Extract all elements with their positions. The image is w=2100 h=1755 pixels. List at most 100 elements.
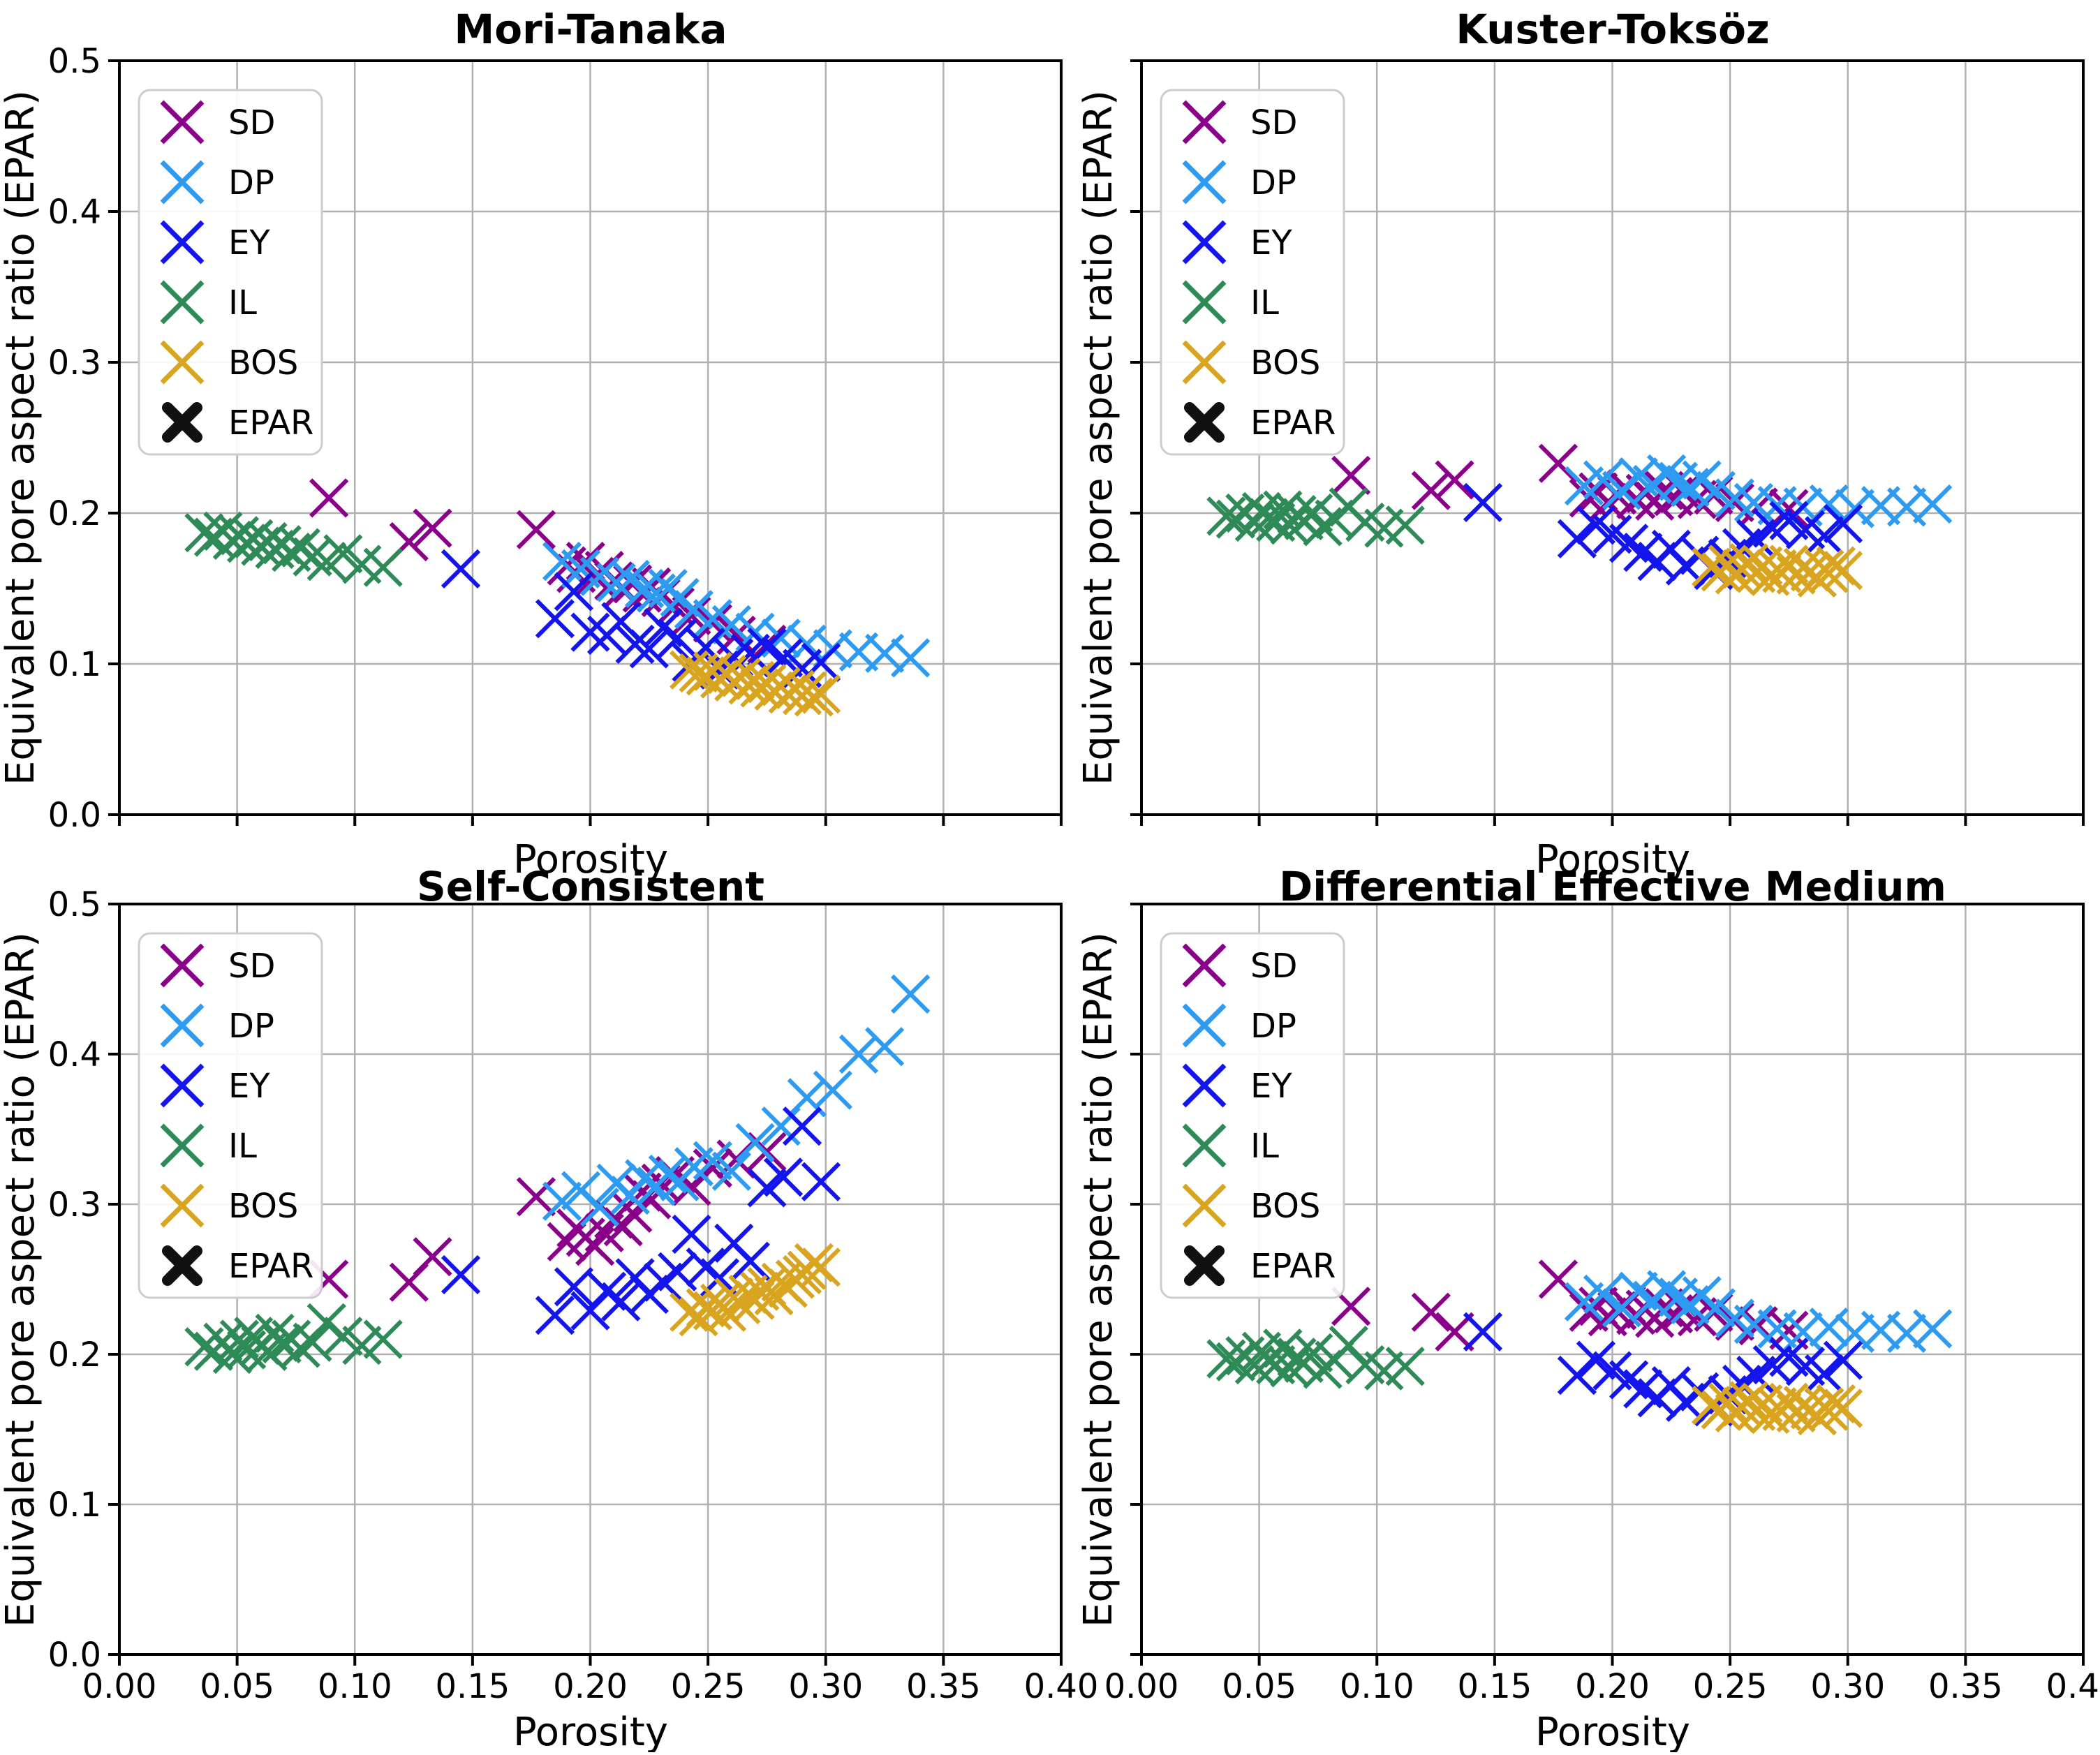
x-tick-label: 0.40 — [2046, 1667, 2100, 1706]
legend-label-EPAR: EPAR — [228, 403, 313, 443]
y-tick-label: 0.2 — [48, 1335, 101, 1375]
x-tick-label: 0.30 — [788, 1667, 863, 1706]
ylabel-mori-tanaka: Equivalent pore aspect ratio (EPAR) — [0, 90, 43, 785]
x-tick-label: 0.30 — [1810, 1667, 1885, 1706]
plots-layer: 0.0 0.1 0.2 0.3 0.4 0.5 SD DP EY IL BOS EPAR SD DP EY I… — [48, 42, 2100, 1706]
legend-label-IL: IL — [228, 283, 257, 323]
series-DP — [1564, 1270, 1953, 1354]
series-BOS — [670, 650, 841, 717]
series-DP — [542, 541, 931, 678]
ylabel-dem: Equivalent pore aspect ratio (EPAR) — [1076, 932, 1121, 1627]
subplot-title-self-consistent: Self-Consistent — [417, 863, 764, 910]
x-tick-label: 0.25 — [671, 1667, 746, 1706]
x-tick-label: 0.15 — [1457, 1667, 1532, 1706]
subplot-differential-effective-medium: 0.00 0.05 0.10 0.15 0.20 0.25 0.30 0.35 0.40 SD DP… — [1104, 903, 2100, 1706]
legend-label-EPAR: EPAR — [1250, 1247, 1336, 1286]
y-tick-label: 0.3 — [48, 1185, 101, 1224]
legend-label-IL: IL — [1250, 1127, 1279, 1166]
x-tick-label: 0.10 — [318, 1667, 392, 1706]
x-tick-label: 0.35 — [906, 1667, 981, 1706]
x-tick-label: 0.25 — [1693, 1667, 1768, 1706]
series-IL — [184, 511, 403, 587]
tick-marks: 0.00 0.05 0.10 0.15 0.20 0.25 0.30 0.35 0.40 0.0 0… — [48, 885, 1099, 1706]
xlabel-kuster-toksoz: Porosity — [1535, 837, 1690, 882]
series-IL — [1206, 1325, 1425, 1391]
legend-label-IL: IL — [228, 1127, 257, 1166]
legend: SD DP EY IL BOS EPAR — [1160, 932, 1345, 1299]
legend-label-IL: IL — [1250, 283, 1279, 323]
legend-label-SD: SD — [1250, 947, 1297, 986]
xlabel-self-consistent: Porosity — [513, 1710, 668, 1752]
x-tick-label: 0.20 — [553, 1667, 628, 1706]
legend-label-BOS: BOS — [1250, 343, 1320, 383]
y-tick-label: 0.2 — [48, 494, 101, 533]
subplot-self-consistent: 0.00 0.05 0.10 0.15 0.20 0.25 0.30 0.35 0.40 0.0 0… — [48, 885, 1099, 1706]
tick-marks: 0.00 0.05 0.10 0.15 0.20 0.25 0.30 0.35 0.40 — [1104, 903, 2100, 1706]
legend-label-SD: SD — [228, 947, 275, 986]
x-tick-label: 0.20 — [1575, 1667, 1650, 1706]
legend-label-DP: DP — [1250, 1007, 1296, 1046]
y-tick-label: 0.0 — [48, 796, 101, 835]
legend-label-EPAR: EPAR — [1250, 403, 1336, 443]
ylabel-self-consistent: Equivalent pore aspect ratio (EPAR) — [0, 932, 43, 1627]
legend: SD DP EY IL BOS EPAR — [1160, 89, 1345, 456]
y-tick-label: 0.4 — [48, 1035, 101, 1074]
x-tick-label: 0.05 — [1222, 1667, 1296, 1706]
xlabel-dem: Porosity — [1535, 1710, 1690, 1752]
legend-label-SD: SD — [1250, 103, 1297, 142]
series-DP — [542, 974, 931, 1227]
y-tick-label: 0.3 — [48, 343, 101, 383]
legend-label-EY: EY — [228, 223, 270, 262]
series-BOS — [1692, 543, 1863, 598]
legend: SD DP EY IL BOS EPAR — [138, 89, 323, 456]
legend-label-DP: DP — [228, 1007, 274, 1046]
series-BOS — [670, 1243, 841, 1337]
legend-label-SD: SD — [228, 103, 275, 142]
series-BOS — [1692, 1381, 1863, 1436]
x-tick-label: 0.00 — [82, 1667, 157, 1706]
series-IL — [1206, 487, 1425, 548]
series-EY — [1463, 482, 1863, 591]
legend-box — [1160, 932, 1345, 1299]
legend-label-EY: EY — [1250, 223, 1292, 262]
x-tick-label: 0.40 — [1024, 1667, 1099, 1706]
x-tick-label: 0.35 — [1928, 1667, 2003, 1706]
y-tick-label: 0.1 — [48, 645, 101, 684]
subplot-title-dem: Differential Effective Medium — [1279, 863, 1946, 910]
x-tick-label: 0.10 — [1340, 1667, 1414, 1706]
series-EY — [441, 549, 841, 690]
y-tick-label: 0.5 — [48, 885, 101, 924]
x-tick-label: 0.15 — [435, 1667, 510, 1706]
gridlines — [118, 59, 1063, 816]
legend-box — [138, 89, 323, 456]
x-tick-label: 0.05 — [200, 1667, 274, 1706]
tick-marks — [1130, 59, 2085, 826]
series-DP — [1564, 454, 1953, 528]
legend-label-BOS: BOS — [228, 1187, 298, 1226]
y-tick-label: 0.1 — [48, 1486, 101, 1525]
tick-marks: 0.0 0.1 0.2 0.3 0.4 0.5 — [48, 42, 1063, 835]
legend-label-BOS: BOS — [1250, 1187, 1320, 1226]
legend-label-BOS: BOS — [228, 343, 298, 383]
legend-label-DP: DP — [1250, 163, 1296, 202]
legend-box — [138, 932, 323, 1299]
series-EY — [441, 1106, 841, 1335]
xlabel-mori-tanaka: Porosity — [513, 837, 668, 882]
y-tick-label: 0.4 — [48, 193, 101, 232]
legend-box — [1160, 89, 1345, 456]
series-IL — [184, 1303, 403, 1375]
legend-label-DP: DP — [228, 163, 274, 202]
subplot-title-kuster-toksoz: Kuster-Toksöz — [1456, 6, 1769, 53]
x-tick-label: 0.00 — [1104, 1667, 1179, 1706]
ylabel-kuster-toksoz: Equivalent pore aspect ratio (EPAR) — [1076, 90, 1121, 785]
legend-label-EPAR: EPAR — [228, 1247, 313, 1286]
y-tick-label: 0.0 — [48, 1636, 101, 1675]
series-SD — [1331, 1259, 1809, 1352]
subplot-mori-tanaka: 0.0 0.1 0.2 0.3 0.4 0.5 SD DP EY IL BOS EPAR — [48, 42, 1063, 835]
subplot-kuster-toks-z: SD DP EY IL BOS EPAR — [1130, 59, 2085, 826]
legend: SD DP EY IL BOS EPAR — [138, 932, 323, 1299]
legend-label-EY: EY — [1250, 1067, 1292, 1106]
y-tick-label: 0.5 — [48, 42, 101, 81]
